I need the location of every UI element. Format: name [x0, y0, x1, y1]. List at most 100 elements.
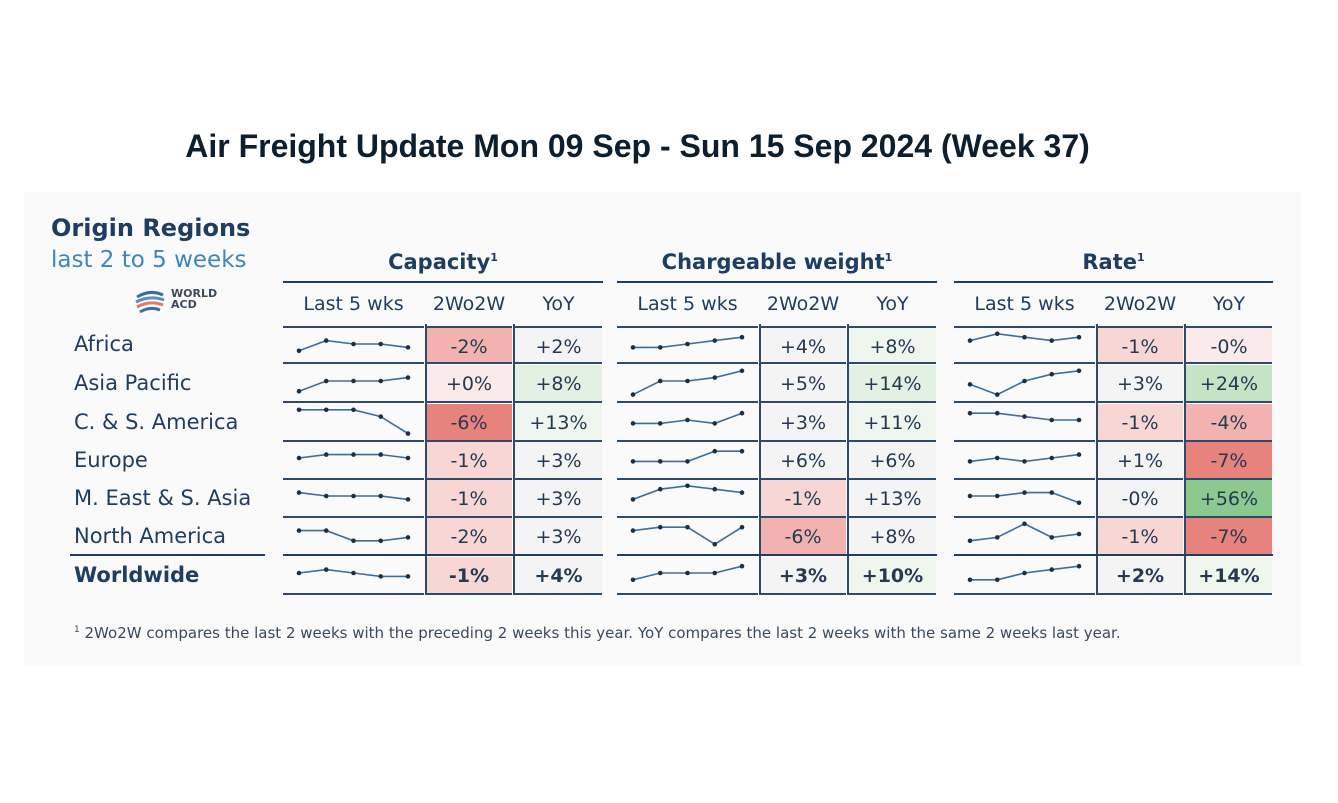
sparkline-point — [323, 407, 329, 413]
sparkline-point — [1076, 452, 1082, 457]
sparkline-point — [657, 570, 663, 576]
wo2w-cell: +0% — [426, 365, 512, 403]
sparkline-point — [994, 455, 1000, 461]
yoy-cell: +8% — [849, 326, 936, 364]
sparkline-point — [712, 448, 718, 454]
sparkline-point — [296, 528, 302, 533]
column-separator — [847, 324, 849, 595]
sparkline — [296, 490, 411, 502]
sparkline-point — [351, 378, 356, 384]
column-header: 2Wo2W — [1103, 293, 1177, 315]
sparkline-point — [739, 490, 745, 495]
sparkline-point — [657, 421, 663, 426]
sparkline-point — [630, 497, 636, 502]
column-header: Last 5 wks — [637, 293, 738, 315]
sparkline-point — [296, 388, 302, 394]
sparkline-point — [739, 368, 745, 374]
sparkline-point — [630, 459, 636, 464]
sparkline-point — [994, 331, 1000, 337]
sparkline — [630, 334, 745, 350]
sparkline-point — [685, 524, 690, 530]
sparkline-point — [405, 455, 411, 461]
wo2w-cell: -1% — [760, 480, 846, 518]
sparkline — [967, 490, 1082, 506]
wo2w-cell: -2% — [426, 518, 512, 556]
wo2w-cell: -1% — [426, 480, 512, 518]
page-title: Air Freight Update Mon 09 Sep - Sun 15 S… — [185, 128, 1090, 164]
sparkline-point — [657, 378, 663, 384]
sparkline-point — [685, 341, 690, 347]
row-label: C. & S. America — [74, 410, 239, 434]
sparkline-point — [967, 382, 973, 387]
sparkline-point — [967, 577, 973, 583]
origin-regions-title: Origin Regions — [51, 214, 251, 242]
sparkline — [630, 483, 745, 502]
sparkline-point — [712, 421, 718, 426]
sparkline-point — [323, 452, 329, 457]
sparkline-point — [685, 483, 690, 489]
sparkline — [630, 563, 745, 583]
sparkline-cell — [954, 442, 1095, 480]
column-separator — [1184, 324, 1186, 595]
row-label: North America — [74, 524, 227, 548]
wo2w-cell: +3% — [1097, 365, 1183, 403]
sparkline — [967, 563, 1082, 583]
sparkline-point — [994, 392, 1000, 397]
yoy-cell: +24% — [1186, 365, 1272, 403]
footnote: 1 2Wo2W compares the last 2 weeks with t… — [74, 624, 1121, 642]
sparkline-point — [967, 493, 973, 499]
sparkline-point — [712, 541, 718, 547]
group-title-text: Capacity — [388, 250, 491, 274]
sparkline-point — [323, 528, 329, 533]
sparkline-cell — [283, 557, 424, 595]
sparkline-point — [1022, 459, 1027, 464]
sparkline-point — [994, 493, 1000, 499]
sparkline-point — [323, 567, 329, 572]
sparkline-point — [1049, 455, 1055, 461]
group-title-text: Chargeable weight — [661, 250, 885, 274]
group-rule — [283, 281, 603, 283]
sparkline-point — [378, 452, 384, 457]
sparkline-line — [632, 526, 743, 546]
worldwide-rule — [954, 554, 1273, 556]
group-title-marker: 1 — [884, 251, 893, 264]
yoy-cell: +8% — [515, 365, 602, 403]
group-title-1: Chargeable weight1 — [617, 250, 937, 274]
sparkline — [967, 521, 1082, 544]
sparkline — [967, 410, 1082, 423]
wo2w-cell: +5% — [760, 365, 846, 403]
sparkline-point — [405, 375, 411, 380]
group-title-2: Rate1 — [954, 250, 1273, 274]
sparkline-point — [1076, 417, 1082, 423]
sparkline — [630, 410, 745, 426]
sparkline-point — [405, 574, 411, 579]
sparkline-point — [657, 345, 663, 350]
sparkline-point — [378, 414, 384, 419]
sparkline — [630, 448, 745, 464]
sparkline-point — [351, 493, 356, 499]
globe-icon — [135, 290, 165, 314]
origin-regions-subtitle: last 2 to 5 weeks — [51, 247, 247, 273]
sparkline-point — [1022, 490, 1027, 495]
yoy-cell: +8% — [849, 518, 936, 556]
yoy-cell: +6% — [849, 442, 936, 480]
sparkline-cell — [954, 480, 1095, 518]
wo2w-cell: -2% — [426, 326, 512, 364]
sparkline-point — [351, 538, 356, 544]
column-header: Last 5 wks — [303, 293, 404, 315]
sparkline-cell — [954, 518, 1095, 556]
sparkline-cell — [617, 365, 758, 403]
sparkline-point — [630, 528, 636, 533]
sparkline-point — [685, 417, 690, 423]
sparkline-point — [1022, 334, 1027, 340]
wo2w-cell: -0% — [1097, 480, 1183, 518]
sparkline-point — [1076, 531, 1082, 537]
sparkline-point — [323, 493, 329, 499]
sparkline-point — [1076, 368, 1082, 374]
sparkline-point — [657, 524, 663, 530]
sparkline-point — [296, 407, 302, 413]
sparkline-point — [657, 459, 663, 464]
column-header: 2Wo2W — [766, 293, 840, 315]
sparkline-cell — [954, 326, 1095, 364]
row-label: M. East & S. Asia — [74, 486, 252, 510]
